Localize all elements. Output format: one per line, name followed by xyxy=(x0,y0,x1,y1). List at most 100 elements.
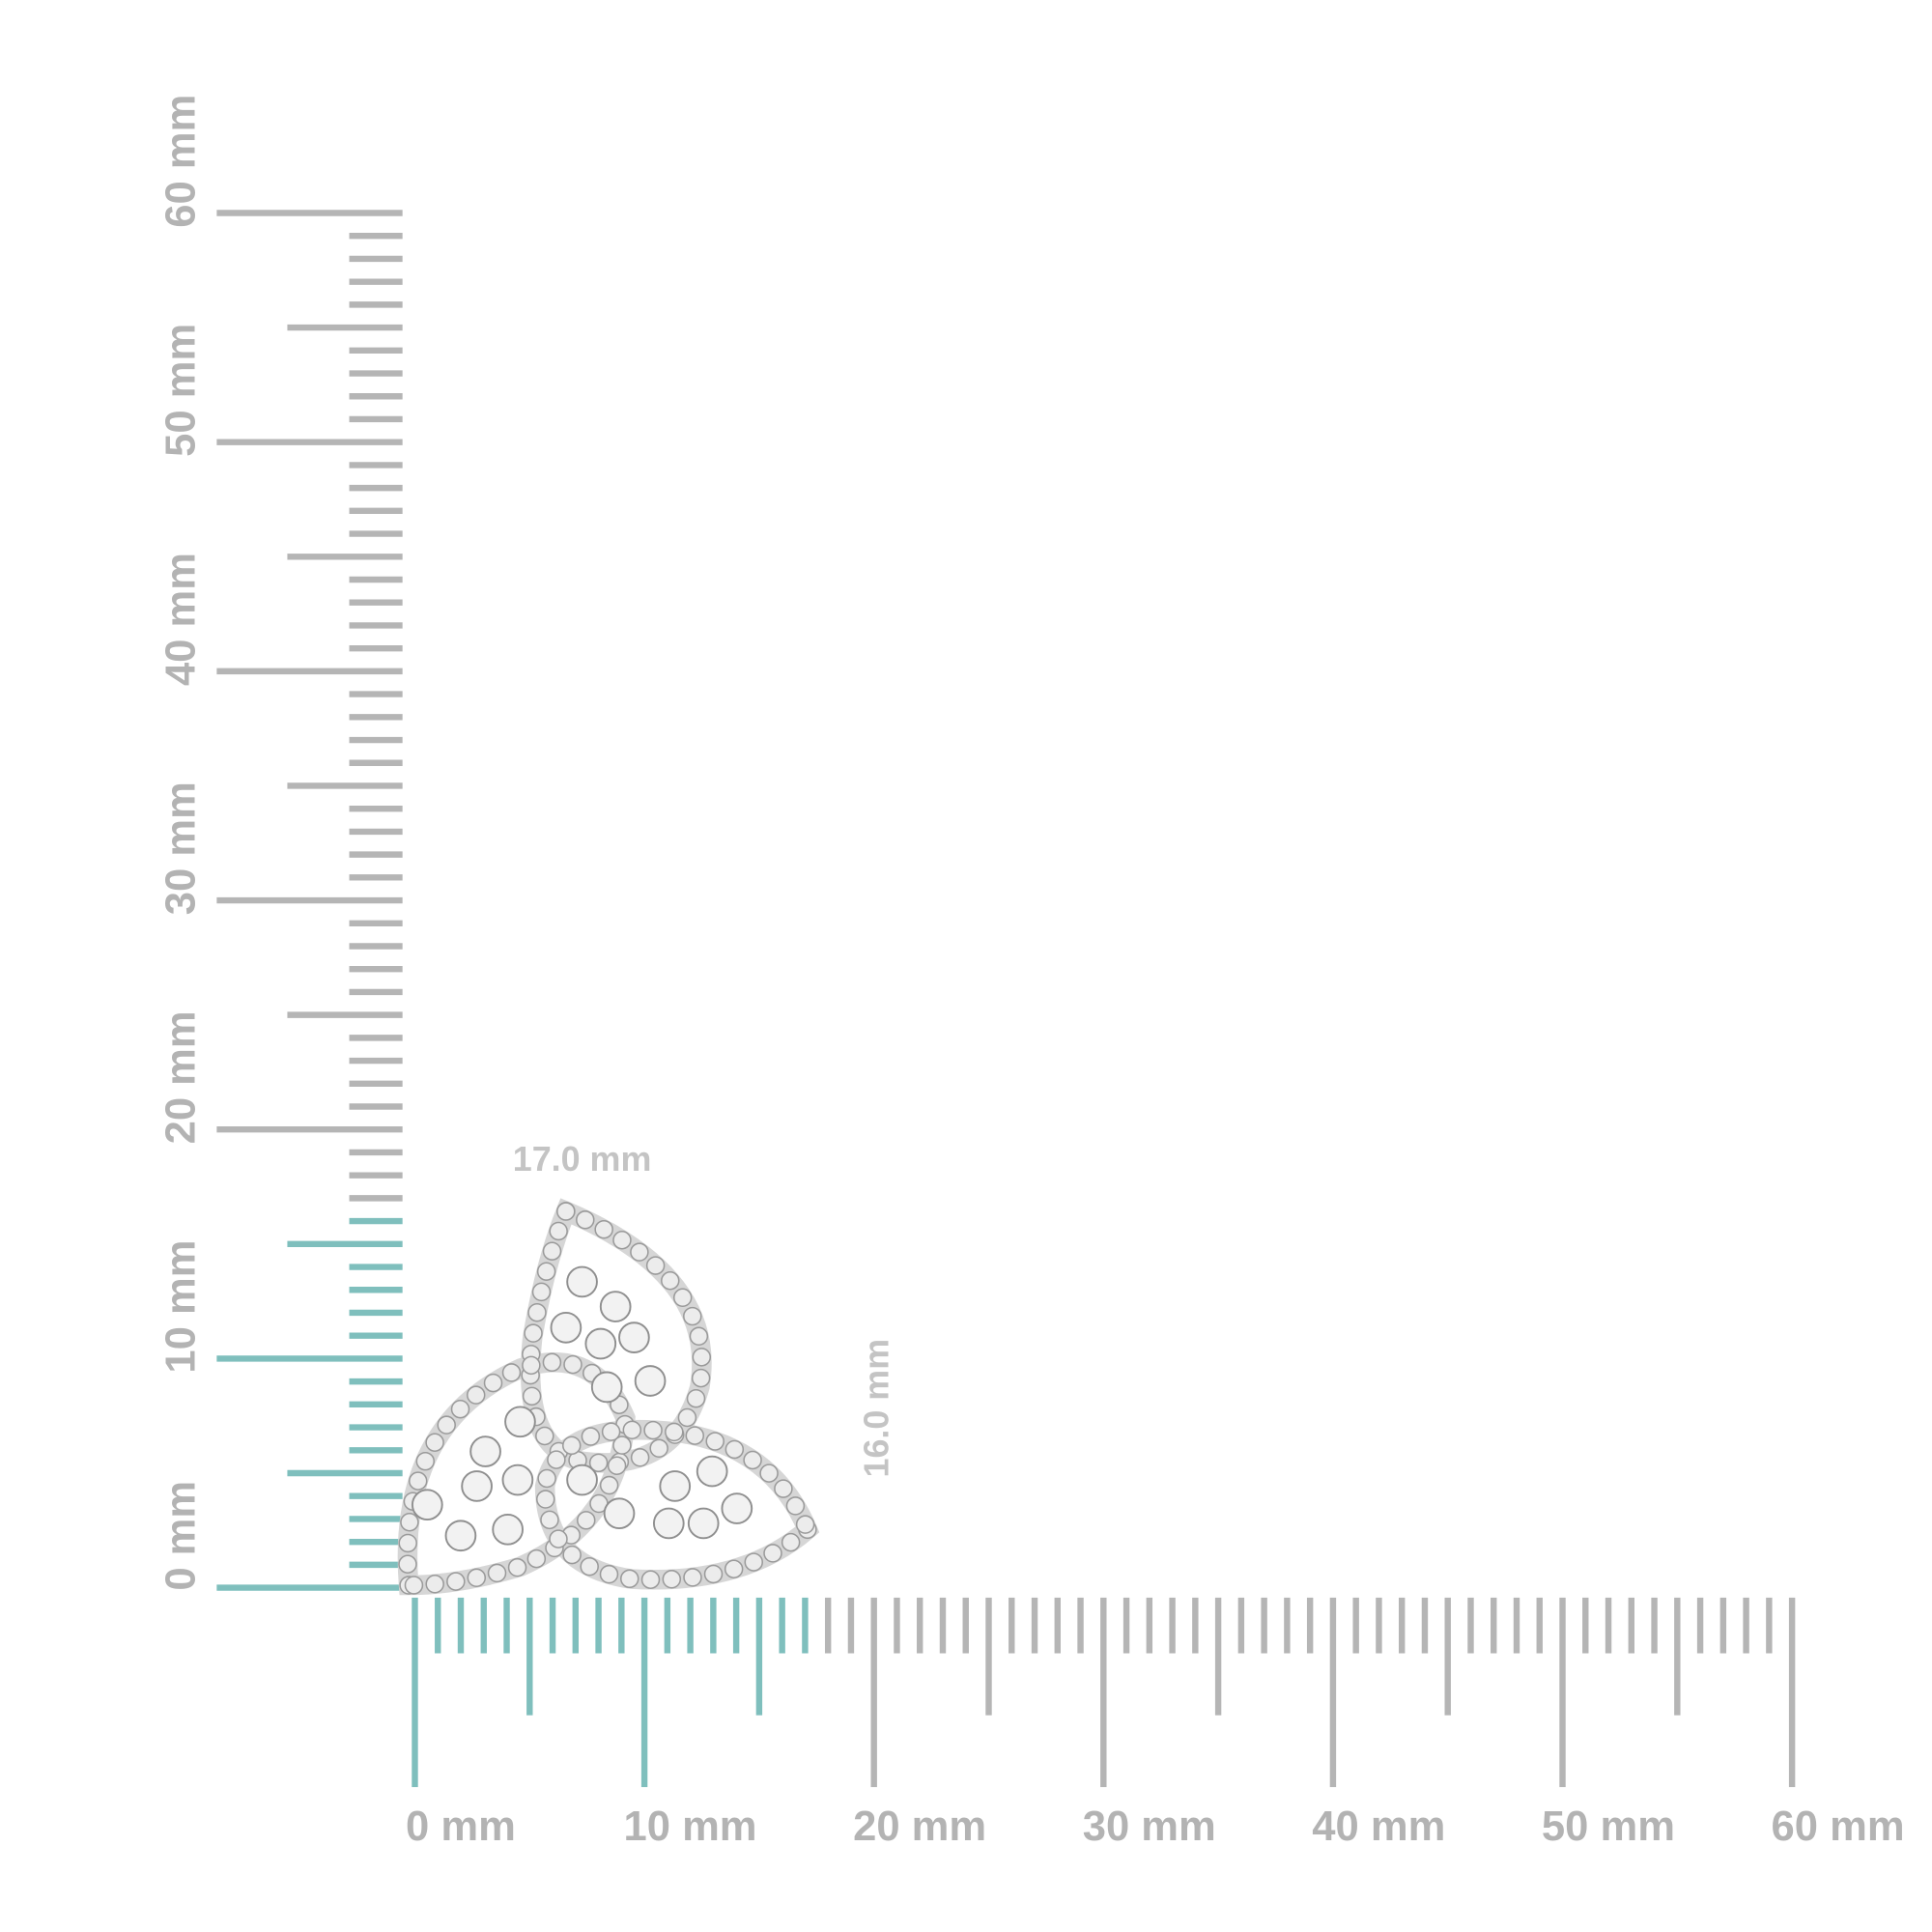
stone xyxy=(398,1554,417,1575)
x-ruler-label: 50 mm xyxy=(1542,1804,1675,1850)
stone xyxy=(522,1355,541,1376)
stone xyxy=(549,1529,568,1548)
stone xyxy=(724,1439,745,1460)
stone xyxy=(662,1570,682,1589)
stone xyxy=(415,1451,436,1471)
y-ruler-label: 50 mm xyxy=(157,324,204,457)
stone xyxy=(630,1448,650,1467)
stone xyxy=(437,1415,456,1435)
stone xyxy=(507,1557,527,1577)
stone xyxy=(425,1433,444,1452)
stone xyxy=(522,1386,542,1406)
stone xyxy=(466,1385,486,1405)
stone xyxy=(599,1564,619,1584)
stone xyxy=(630,1242,649,1262)
x-ruler-label: 40 mm xyxy=(1312,1804,1445,1850)
stone xyxy=(550,1312,582,1344)
stone xyxy=(785,1496,806,1516)
stone xyxy=(501,1363,522,1382)
stone xyxy=(535,1490,555,1509)
stone xyxy=(649,1438,668,1459)
pendant xyxy=(397,1198,820,1596)
height-label: 16.0 mm xyxy=(858,1339,896,1478)
stone xyxy=(549,1221,568,1241)
stone xyxy=(577,1511,596,1530)
stone xyxy=(622,1420,642,1440)
stone xyxy=(542,1241,562,1261)
stone xyxy=(634,1365,667,1397)
y-ruler-label: 20 mm xyxy=(157,1010,204,1144)
stone xyxy=(584,1327,617,1360)
stone xyxy=(686,1388,706,1408)
stone xyxy=(501,1463,534,1496)
stone xyxy=(685,1426,705,1445)
stone xyxy=(483,1373,503,1393)
stone xyxy=(536,1262,556,1281)
stone xyxy=(687,1507,720,1540)
stone xyxy=(400,1513,419,1532)
stone xyxy=(411,1489,443,1521)
stone xyxy=(404,1576,424,1595)
stone xyxy=(588,1453,609,1473)
stone xyxy=(446,1572,466,1591)
y-ruler-label: 30 mm xyxy=(157,781,204,915)
stone xyxy=(677,1407,697,1428)
stone xyxy=(661,1271,680,1291)
x-ruler-label: 20 mm xyxy=(853,1804,986,1850)
stone xyxy=(618,1321,650,1353)
stone xyxy=(795,1515,815,1534)
stone xyxy=(744,1552,764,1572)
stone xyxy=(705,1432,724,1451)
y-ruler-label: 40 mm xyxy=(157,553,204,686)
y-ruler-label: 60 mm xyxy=(157,95,204,228)
y-ruler-label: 10 mm xyxy=(157,1240,204,1374)
stone xyxy=(562,1545,582,1565)
stone xyxy=(703,1564,724,1584)
stone xyxy=(774,1479,793,1498)
stone xyxy=(607,1456,627,1475)
stone xyxy=(640,1570,661,1589)
stone xyxy=(590,1371,623,1404)
stone xyxy=(620,1569,639,1589)
stone xyxy=(524,1323,543,1343)
stone xyxy=(645,1256,666,1275)
stone xyxy=(547,1450,566,1469)
x-ruler-label: 0 mm xyxy=(406,1804,516,1850)
stone xyxy=(425,1575,444,1594)
x-ruler-label: 60 mm xyxy=(1772,1804,1905,1850)
stone xyxy=(467,1568,487,1588)
stone xyxy=(562,1435,582,1456)
stone xyxy=(743,1450,762,1470)
stone xyxy=(665,1422,684,1442)
stone xyxy=(581,1427,601,1446)
stone xyxy=(721,1492,753,1524)
x-ruler-label: 10 mm xyxy=(623,1804,756,1850)
stone xyxy=(542,1352,562,1373)
stone xyxy=(612,1231,632,1250)
stone xyxy=(531,1282,552,1302)
stone xyxy=(691,1368,711,1388)
stone xyxy=(537,1468,556,1489)
stone xyxy=(487,1563,507,1583)
rulers xyxy=(216,210,1796,1788)
stone xyxy=(527,1302,547,1322)
stone xyxy=(659,1470,692,1502)
stone xyxy=(692,1348,712,1367)
stone xyxy=(601,1422,621,1441)
stone xyxy=(643,1420,663,1440)
stone xyxy=(535,1426,554,1446)
y-ruler-label: 0 mm xyxy=(157,1481,204,1591)
stone xyxy=(683,1306,702,1326)
stone xyxy=(763,1544,782,1563)
stone xyxy=(556,1202,576,1221)
stone xyxy=(594,1219,613,1239)
stone xyxy=(563,1354,582,1375)
stone xyxy=(724,1559,744,1578)
stone xyxy=(461,1470,493,1502)
x-ruler-label: 30 mm xyxy=(1083,1804,1216,1850)
stone xyxy=(566,1463,598,1496)
stone xyxy=(469,1435,501,1467)
stone xyxy=(444,1520,477,1552)
